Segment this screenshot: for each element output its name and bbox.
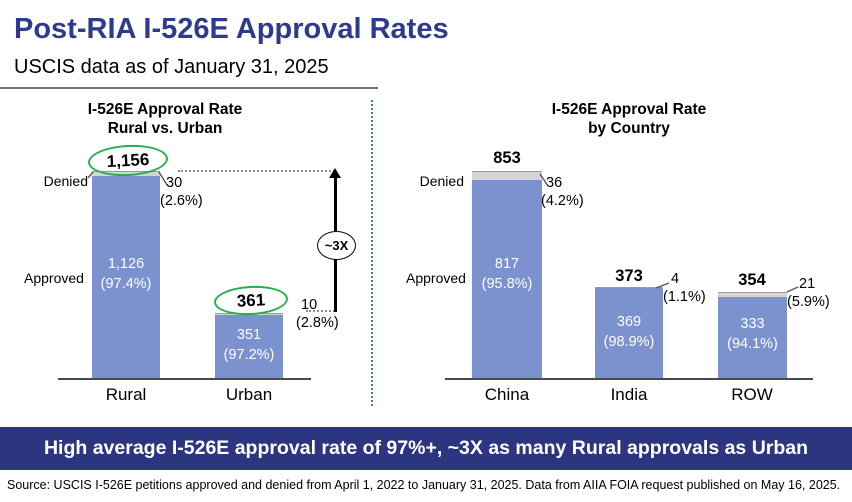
total-row-value: 354 bbox=[738, 271, 766, 289]
denied-segment-rural bbox=[92, 171, 160, 176]
bar-urban: 351 (97.2%) bbox=[215, 313, 283, 378]
denied-pct-india: (1.1%) bbox=[663, 289, 706, 305]
approved-label-left: Approved bbox=[24, 270, 84, 286]
bar-china: 817 (95.8%) bbox=[472, 171, 542, 378]
ratio-label: ~3X bbox=[324, 238, 349, 253]
denied-segment-india bbox=[595, 287, 663, 288]
category-label-row: ROW bbox=[731, 385, 773, 404]
total-rural-value: 1,156 bbox=[106, 149, 150, 171]
left-chart-title: I-526E Approval Rate Rural vs. Urban bbox=[87, 101, 243, 137]
vertical-dotted-divider bbox=[371, 100, 373, 406]
ratio-bubble: ~3X bbox=[317, 231, 356, 260]
category-label-china: China bbox=[484, 385, 530, 404]
header-divider-line bbox=[0, 87, 378, 89]
total-india-value: 373 bbox=[615, 267, 643, 285]
denied-pct-row: (5.9%) bbox=[787, 294, 830, 310]
takeaway-banner: High average I-526E approval rate of 97%… bbox=[0, 427, 852, 470]
denied-count-rural: 30 bbox=[166, 175, 183, 191]
total-china-value: 853 bbox=[493, 149, 521, 167]
x-axis-right-chart bbox=[445, 378, 813, 380]
approved-value-india: 369 (98.9%) bbox=[603, 313, 655, 350]
dotted-line-urban-top bbox=[306, 310, 335, 312]
denied-count-india: 4 bbox=[671, 271, 680, 287]
denied-segment-china bbox=[472, 171, 542, 180]
category-label-rural: Rural bbox=[105, 385, 147, 404]
bar-india: 369 (98.9%) bbox=[595, 287, 663, 378]
denied-count-china: 36 bbox=[546, 175, 563, 191]
category-label-urban: Urban bbox=[225, 385, 273, 404]
ratio-arrowhead-icon bbox=[329, 168, 341, 178]
x-axis-left-chart bbox=[58, 378, 311, 380]
approved-value-rural: 1,126 (97.4%) bbox=[100, 255, 152, 292]
bar-rural: 1,126 (97.4%) bbox=[92, 171, 160, 378]
denied-segment-row bbox=[718, 292, 787, 297]
denied-pct-urban: (2.8%) bbox=[296, 315, 339, 331]
green-circled-total-urban: 361 bbox=[213, 284, 289, 317]
bar-row: 333 (94.1%) bbox=[718, 292, 787, 378]
denied-count-row: 21 bbox=[799, 276, 816, 292]
category-label-india: India bbox=[610, 385, 648, 404]
source-note: Source: USCIS I-526E petitions approved … bbox=[7, 478, 841, 492]
denied-pct-rural: (2.6%) bbox=[160, 193, 203, 209]
approved-value-row: 333 (94.1%) bbox=[727, 316, 778, 352]
denied-label-left: Denied bbox=[43, 173, 88, 189]
total-urban-value: 361 bbox=[236, 289, 266, 311]
denied-pct-china: (4.2%) bbox=[541, 193, 584, 209]
approved-label-right: Approved bbox=[406, 270, 466, 286]
dotted-line-rural-top bbox=[178, 170, 335, 172]
denied-count-urban: 10 bbox=[301, 297, 318, 313]
takeaway-banner-text: High average I-526E approval rate of 97%… bbox=[43, 437, 809, 459]
right-chart-title: I-526E Approval Rate by Country bbox=[551, 101, 707, 137]
approved-value-china: 817 (95.8%) bbox=[481, 255, 533, 292]
page-title: Post-RIA I-526E Approval Rates bbox=[14, 13, 449, 45]
denied-segment-urban bbox=[215, 313, 283, 315]
page-subtitle: USCIS data as of January 31, 2025 bbox=[14, 56, 329, 78]
approved-value-urban: 351 (97.2%) bbox=[223, 326, 275, 363]
denied-label-right: Denied bbox=[419, 173, 464, 189]
